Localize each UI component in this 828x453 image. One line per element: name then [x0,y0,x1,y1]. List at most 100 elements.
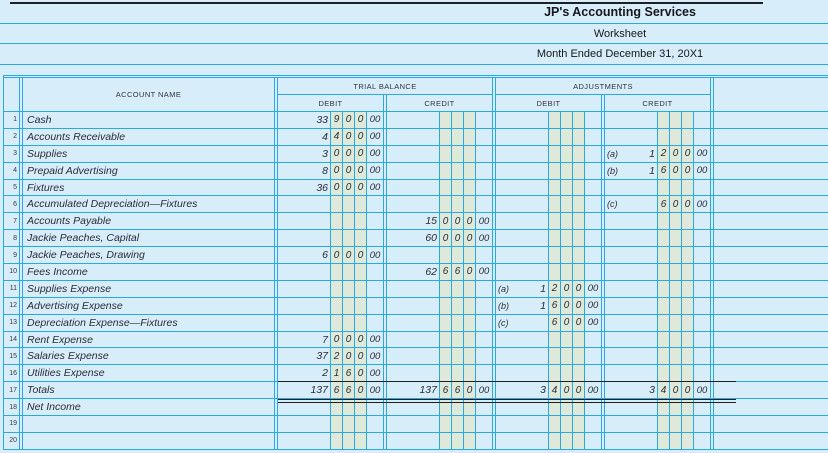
trial-balance-credit-digit [439,128,451,145]
adjustments-credit-cents: 00 [693,145,710,162]
trial-balance-debit-cell [278,213,383,230]
adjustments-credit-leading-digits: 1 [649,164,655,177]
table-header: ACCOUNT NAME TRIAL BALANCE DEBIT CREDIT … [4,78,828,112]
adjustments-credit-cell: (b) 1 6 0 0 00 [605,162,710,179]
worksheet-rows: 1 Cash 33 9 0 0 00 2 Accounts Receivable 4 4 0 0 00 3 S… [4,112,828,450]
column-separator [601,348,605,365]
worksheet-row: 14 Rent Expense 7 0 0 0 00 [4,331,828,349]
column-separator [383,128,387,145]
trial-balance-debit-digit: 6 [330,382,342,399]
column-separator [710,162,714,179]
trial-balance-credit-cents [475,331,492,348]
adjustments-credit-cell: (a) 1 2 0 0 00 [605,145,710,162]
column-separator [19,416,23,432]
adjustments-credit-digit [681,179,693,196]
adjustments-credit-digit: 2 [657,145,669,162]
adjustments-credit-lead [605,264,657,280]
adjustments-credit-digit: 0 [681,382,693,399]
adjustments-credit-cents [693,399,710,416]
adjustments-debit-digit [548,365,560,382]
trial-balance-credit-digit [451,196,463,213]
column-separator [383,213,387,230]
trial-balance-credit-digit [463,314,475,331]
row-number: 18 [9,403,17,411]
row-number: 4 [13,167,17,175]
adjustments-debit-digit [548,179,560,196]
trial-balance-credit-cents [475,162,492,179]
column-separator [710,382,714,399]
adjustments-credit-digit [681,264,693,280]
trial-balance-debit-digit: 0 [342,112,354,128]
adjustments-credit-cell [605,230,710,247]
adjustments-credit-digit [657,128,669,145]
blank-cell [714,163,828,179]
trial-balance-credit-lead: 60 [387,230,439,246]
adjustments-credit-digit [669,128,681,145]
column-separator [383,145,387,162]
trial-balance-debit-digit [342,297,354,314]
adjustments-debit-cents [584,432,601,449]
adjustments-credit-lead [605,180,657,196]
column-separator [492,145,496,162]
adjustments-credit-cents [693,416,710,432]
column-separator [383,196,387,213]
account-name-cell: Totals [27,384,55,397]
column-separator [492,365,496,382]
trial-balance-debit-digit: 0 [354,382,366,399]
column-separator [19,432,23,449]
trial-balance-debit-digit [330,416,342,432]
column-separator [274,297,278,314]
trial-balance-credit-digit [451,247,463,264]
adjustments-credit-lead: 3 [605,382,657,398]
column-separator [601,432,605,449]
trial-balance-credit-digit [463,145,475,162]
adjustments-debit-cell [496,416,601,432]
trial-balance-debit-digit: 0 [330,247,342,264]
adjustments-credit-digit: 4 [657,382,669,399]
trial-balance-credit-digit [463,297,475,314]
trial-balance-credit-cents [475,179,492,196]
row-number: 16 [9,369,17,377]
trial-balance-debit-digit: 0 [354,247,366,264]
row-number: 2 [13,133,17,141]
worksheet-row: 3 Supplies 3 0 0 0 00 (a) 1 2 0 0 00 [4,145,828,163]
trial-balance-debit-digit [354,297,366,314]
adjustments-debit-digit: 0 [572,297,584,314]
adjustments-header: ADJUSTMENTS [496,78,710,95]
trial-balance-credit-digit: 0 [451,213,463,230]
adjustments-credit-digit [657,365,669,382]
column-separator [383,280,387,297]
trial-balance-debit-digit: 0 [342,179,354,196]
adjustments-credit-digit [669,280,681,297]
column-separator [274,432,278,449]
adjustments-credit-digit [681,314,693,331]
adjustments-credit-digit [657,348,669,365]
trial-balance-credit-cents: 00 [475,230,492,247]
trial-balance-credit-digit: 6 [451,264,463,280]
trial-balance-debit-digit: 0 [354,365,366,382]
blank-cell [714,348,828,364]
adjustments-debit-lead [496,146,548,162]
row-number: 15 [9,352,17,360]
trial-balance-debit-digit [354,280,366,297]
trial-balance-debit-lead [278,281,330,297]
column-separator [19,196,23,213]
blank-cell [714,213,828,229]
top-black-rule [10,2,763,4]
trial-balance-credit-cents [475,314,492,331]
trial-balance-credit-lead [387,247,439,263]
trial-balance-credit-digit [439,416,451,432]
row-number: 17 [9,386,17,394]
trial-balance-credit-lead [387,298,439,314]
trial-balance-credit-lead: 15 [387,213,439,229]
account-name-cell: Accounts Receivable [27,130,126,143]
column-separator [710,365,714,382]
trial-balance-debit-cell: 37 2 0 0 00 [278,348,383,365]
trial-balance-debit-digit: 0 [342,128,354,145]
trial-balance-debit-digit: 0 [342,348,354,365]
trial-balance-debit-cents: 00 [366,145,383,162]
trial-balance-debit-cell: 3 0 0 0 00 [278,145,383,162]
trial-balance-debit-digit: 0 [354,348,366,365]
column-separator [492,213,496,230]
trial-balance-credit-lead [387,129,439,145]
